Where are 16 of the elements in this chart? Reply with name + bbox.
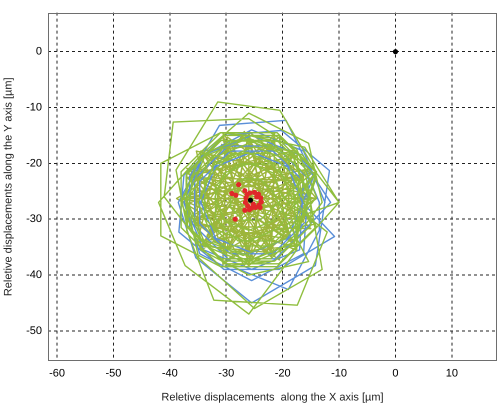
x-tick-label: -40: [162, 368, 178, 380]
y-tick-label: -20: [26, 157, 42, 170]
x-tick-label: 0: [392, 368, 399, 380]
x-axis-title: Reletive displacements along the X axis [µm]: [161, 391, 384, 404]
y-tick-label: -30: [26, 213, 42, 226]
y-axis-title: Reletive displacements along the Y axis [µm]: [2, 77, 15, 296]
y-tick-label: -10: [26, 102, 42, 114]
y-tick-label: 0: [36, 46, 42, 58]
x-tick-label: -50: [105, 368, 122, 380]
x-tick-label: -60: [49, 368, 65, 380]
y-tick-label: -40: [26, 269, 42, 282]
y-tick-label: -50: [26, 324, 42, 337]
x-tick-label: -10: [331, 368, 348, 380]
x-tick-label: -30: [218, 368, 234, 380]
x-tick-label: -20: [274, 368, 291, 380]
x-tick-label: 10: [446, 368, 458, 380]
